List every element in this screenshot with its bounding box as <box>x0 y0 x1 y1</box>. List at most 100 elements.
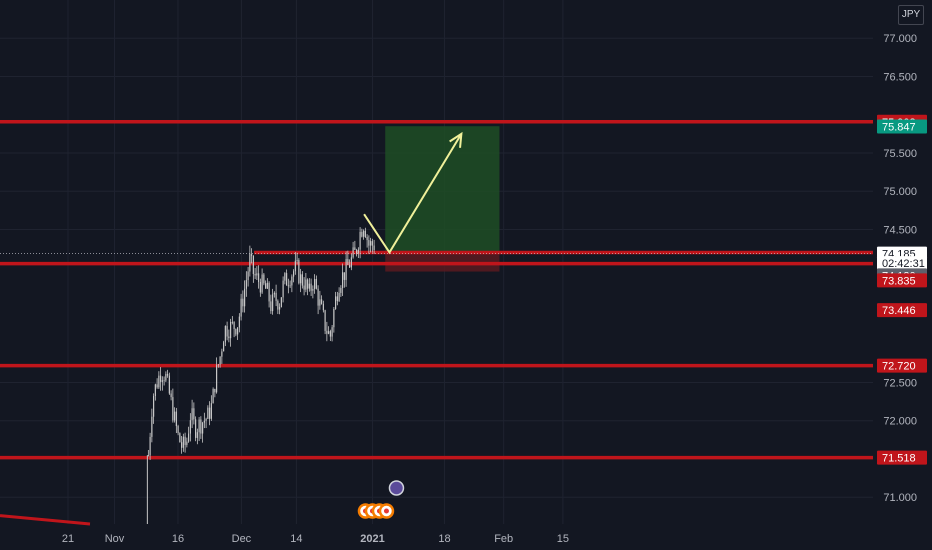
candle-body <box>165 373 167 381</box>
candle-body <box>343 272 345 280</box>
projection-arrowhead <box>449 131 463 148</box>
candle-body <box>324 310 326 331</box>
y-tick-label: 72.000 <box>883 416 917 428</box>
candle-body <box>177 426 179 434</box>
projection-path <box>363 133 463 255</box>
candle-body <box>149 436 151 456</box>
candle-body <box>287 285 289 287</box>
y-tick-label: 74.500 <box>883 224 917 236</box>
candle-body <box>258 273 260 283</box>
candle-body <box>331 327 333 337</box>
candle-body <box>200 419 202 434</box>
candle-body <box>168 375 170 394</box>
candle-body <box>182 436 184 448</box>
currency-label[interactable]: JPY <box>898 5 924 25</box>
y-tick-label: 76.500 <box>883 71 917 83</box>
candle-body <box>307 279 309 289</box>
candle-body <box>364 230 366 238</box>
candle-body <box>216 365 218 393</box>
x-tick-label: 14 <box>290 533 302 545</box>
candle-body <box>319 299 321 306</box>
candle-body <box>371 241 373 246</box>
price-tag-label: 72.720 <box>882 361 916 373</box>
candle-body <box>228 336 230 339</box>
price-tag <box>877 358 927 373</box>
time-axis[interactable]: 21 Nov 16 Dec 14 2021 18 Feb 15 <box>62 533 569 545</box>
x-tick-label: 2021 <box>360 533 384 545</box>
candle-body <box>167 373 169 376</box>
horizontal-levels <box>0 120 873 526</box>
candle-body <box>147 455 149 456</box>
candle-body <box>328 331 330 334</box>
candle-body <box>153 396 155 417</box>
candle-body <box>256 273 258 276</box>
candle-body <box>305 279 307 290</box>
price-tag <box>877 273 927 288</box>
candle-body <box>175 411 177 427</box>
candles <box>0 227 873 524</box>
candle-body <box>298 260 300 284</box>
x-tick-label: 15 <box>557 533 569 545</box>
candle-body <box>294 260 296 272</box>
candle-body <box>315 279 317 289</box>
candle-body <box>301 274 303 286</box>
candle-body <box>366 237 368 241</box>
candle-body <box>240 298 242 317</box>
candle-body <box>300 274 302 284</box>
candle-body <box>349 264 351 268</box>
candle-body <box>252 255 254 274</box>
x-tick-label: Dec <box>232 533 252 545</box>
x-tick-label: 16 <box>172 533 184 545</box>
candle-body <box>156 384 158 388</box>
candle-body <box>335 296 337 309</box>
candle-body <box>357 249 359 254</box>
price-tag-label: 73.446 <box>882 305 916 317</box>
candle-body <box>289 285 291 287</box>
candle-body <box>251 254 253 256</box>
event-dot-center-icon <box>383 508 389 514</box>
candle-body <box>373 245 375 251</box>
candle-body <box>370 241 372 246</box>
candle-body <box>179 433 181 443</box>
candle-body <box>193 408 195 420</box>
candle-body <box>254 273 256 276</box>
x-tick-label: Feb <box>494 533 513 545</box>
target-zone <box>385 126 500 253</box>
candle-body <box>352 247 354 258</box>
candle-body <box>238 316 240 328</box>
position-zones <box>385 126 500 272</box>
candle-body <box>303 285 305 290</box>
candle-body <box>293 271 295 277</box>
candle-body <box>273 292 275 295</box>
candle-body <box>317 288 319 306</box>
price-tag <box>877 256 927 271</box>
candle-body <box>170 393 172 398</box>
price-tag-label: 75.847 <box>882 121 916 133</box>
candle-body <box>263 274 265 284</box>
price-axis[interactable]: 77.000 76.500 75.500 75.000 74.500 72.500 72.0… <box>883 33 917 504</box>
event-markers <box>357 480 405 519</box>
candle-body <box>291 276 293 286</box>
candle-body <box>174 411 176 421</box>
candle-body <box>321 299 323 304</box>
candle-body <box>196 432 198 438</box>
candle-body <box>205 418 207 421</box>
candle-body <box>342 272 344 288</box>
candle-body <box>184 436 186 445</box>
candle-body <box>224 326 226 343</box>
projection-arrow <box>363 131 463 255</box>
candle-body <box>210 403 212 419</box>
candle-body <box>368 240 370 246</box>
candle-body <box>322 303 324 311</box>
candle-body <box>242 298 244 307</box>
candle-body <box>345 259 347 280</box>
candle-body <box>347 259 349 265</box>
candle-body <box>244 288 246 307</box>
y-tick-label: 75.000 <box>883 186 917 198</box>
candle-body <box>163 380 165 382</box>
candle-body <box>191 408 193 421</box>
x-tick-label: Nov <box>105 533 125 545</box>
candle-body <box>326 330 328 334</box>
